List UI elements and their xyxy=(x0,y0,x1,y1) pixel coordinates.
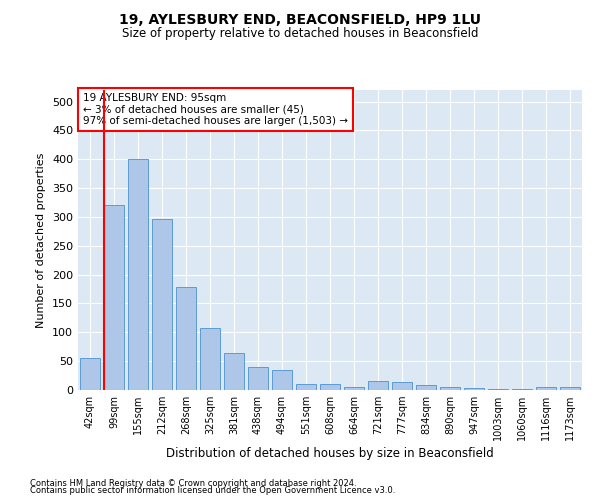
Bar xyxy=(176,288,196,390)
Bar xyxy=(272,370,292,390)
Bar xyxy=(368,382,388,390)
Bar xyxy=(152,218,172,390)
Bar xyxy=(104,206,124,390)
Bar xyxy=(464,388,484,390)
Bar xyxy=(224,352,244,390)
Bar xyxy=(392,382,412,390)
Bar xyxy=(200,328,220,390)
Bar xyxy=(560,387,580,390)
Bar xyxy=(416,386,436,390)
Bar xyxy=(80,358,100,390)
Bar xyxy=(344,387,364,390)
Text: 19 AYLESBURY END: 95sqm
← 3% of detached houses are smaller (45)
97% of semi-det: 19 AYLESBURY END: 95sqm ← 3% of detached… xyxy=(83,93,348,126)
Bar xyxy=(320,384,340,390)
Bar xyxy=(488,389,508,390)
Bar xyxy=(536,387,556,390)
Text: Size of property relative to detached houses in Beaconsfield: Size of property relative to detached ho… xyxy=(122,28,478,40)
Bar xyxy=(248,367,268,390)
X-axis label: Distribution of detached houses by size in Beaconsfield: Distribution of detached houses by size … xyxy=(166,447,494,460)
Text: Contains public sector information licensed under the Open Government Licence v3: Contains public sector information licen… xyxy=(30,486,395,495)
Y-axis label: Number of detached properties: Number of detached properties xyxy=(37,152,46,328)
Bar xyxy=(440,387,460,390)
Bar xyxy=(296,384,316,390)
Text: 19, AYLESBURY END, BEACONSFIELD, HP9 1LU: 19, AYLESBURY END, BEACONSFIELD, HP9 1LU xyxy=(119,12,481,26)
Bar xyxy=(128,159,148,390)
Text: Contains HM Land Registry data © Crown copyright and database right 2024.: Contains HM Land Registry data © Crown c… xyxy=(30,478,356,488)
